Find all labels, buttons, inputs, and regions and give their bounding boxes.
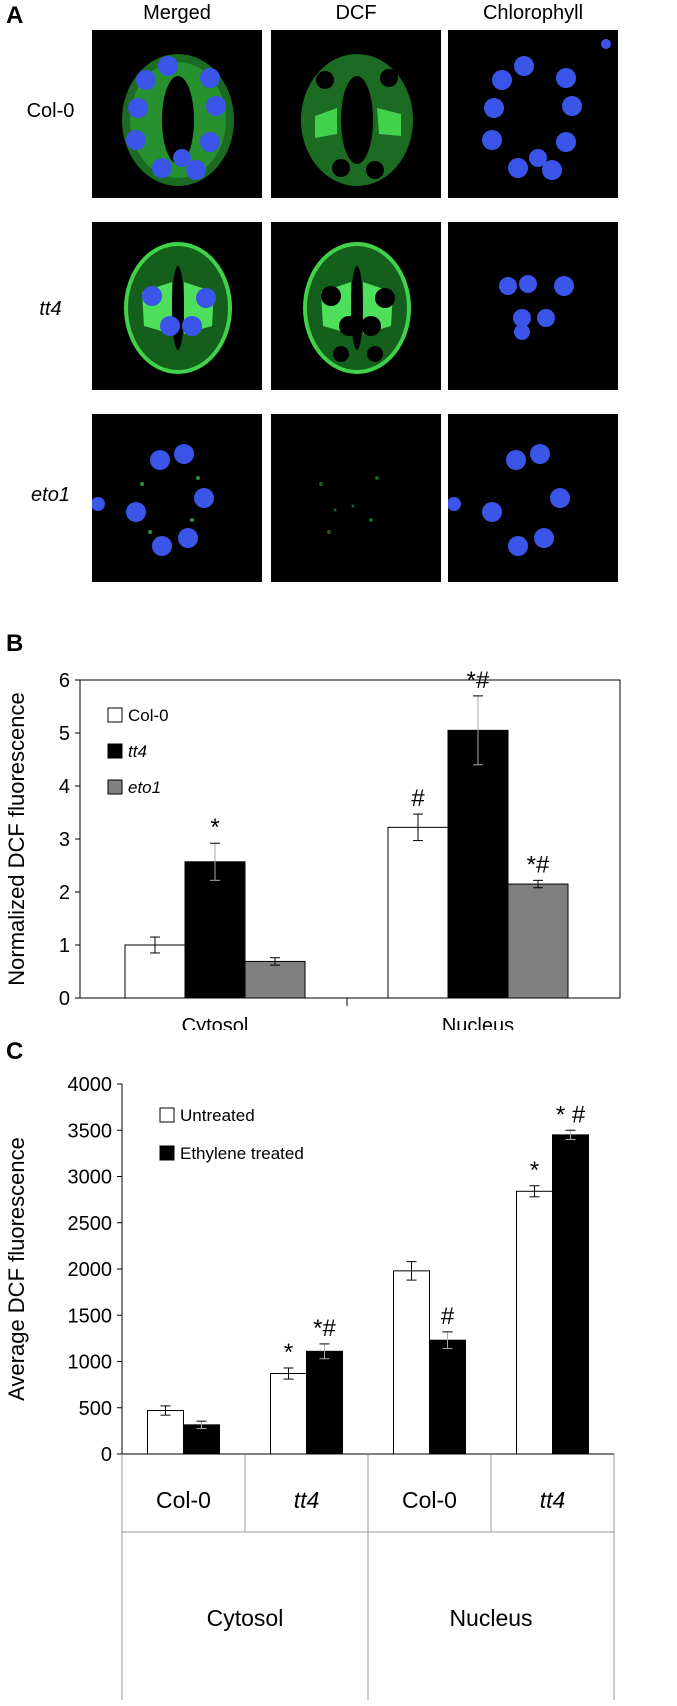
significance-mark: *#	[467, 667, 490, 694]
micrograph-eto1-dcf	[271, 414, 441, 582]
significance-mark: *#	[313, 1315, 336, 1342]
legend-label: Untreated	[180, 1106, 255, 1125]
bar	[447, 729, 509, 999]
legend-label: tt4	[128, 742, 147, 761]
column-header-chlorophyll: Chlorophyll	[482, 2, 584, 24]
micrograph-col0-chlorophyll	[448, 30, 618, 198]
scale-bar	[580, 612, 652, 622]
bar	[183, 1424, 220, 1455]
row-label-tt4: tt4	[39, 298, 62, 320]
row-label-col0: Col-0	[26, 100, 75, 122]
x-category-label: Col-0	[402, 1487, 457, 1513]
column-header-merged: Merged	[143, 2, 211, 24]
y-tick-label: 1000	[68, 1352, 113, 1374]
y-tick-label: 4000	[68, 1074, 113, 1096]
x-category-label: tt4	[540, 1487, 566, 1513]
y-tick-label: 5	[59, 723, 70, 745]
chart-c: 0 500 1000 1500 2000 2500 3000 3500 4000 Average …	[4, 1074, 615, 1700]
x-category-label: tt4	[294, 1487, 320, 1513]
panel-a-letter: A	[6, 2, 24, 29]
bar	[552, 1134, 589, 1455]
micrograph-col0-merged	[92, 30, 262, 198]
legend-swatch	[159, 1145, 175, 1161]
micrograph-tt4-merged	[92, 222, 262, 390]
micrograph-tt4-chlorophyll	[448, 222, 618, 390]
y-tick-label: 3500	[68, 1120, 113, 1142]
y-tick-label: 3000	[68, 1167, 113, 1189]
bar	[516, 1190, 553, 1455]
legend-swatch	[159, 1107, 175, 1123]
panel-b-letter: B	[6, 630, 24, 657]
column-header-dcf: DCF	[335, 2, 377, 24]
y-axis-label: Normalized DCF fluorescence	[4, 692, 29, 985]
legend-label: Col-0	[128, 706, 169, 725]
micrograph-eto1-chlorophyll	[448, 414, 618, 582]
legend-swatch	[107, 743, 123, 759]
bar	[507, 883, 569, 999]
y-tick-label: 2000	[68, 1259, 113, 1281]
x-group-label: Nucleus	[449, 1605, 532, 1631]
legend-swatch	[107, 707, 123, 723]
micrograph-tt4-dcf	[271, 222, 441, 390]
micrograph-eto1-merged	[92, 414, 262, 582]
y-tick-label: 1500	[68, 1305, 113, 1327]
row-label-eto1: eto1	[31, 484, 70, 506]
y-tick-label: 1	[59, 935, 70, 957]
y-tick-label: 0	[59, 988, 70, 1010]
significance-mark: #	[441, 1303, 455, 1330]
panel-c-letter: C	[6, 1038, 24, 1065]
bar	[429, 1339, 466, 1455]
y-tick-label: 2	[59, 882, 70, 904]
legend-label: eto1	[128, 778, 161, 797]
x-category-label: Cytosol	[182, 1015, 249, 1030]
y-tick-label: 0	[101, 1444, 112, 1466]
bar	[184, 861, 246, 999]
y-axis-label: Average DCF fluorescence	[4, 1137, 29, 1401]
x-category-label: Nucleus	[442, 1015, 514, 1030]
x-category-label: Col-0	[156, 1487, 211, 1513]
bar	[387, 826, 449, 999]
micrograph-col0-dcf	[271, 30, 441, 198]
x-group-label: Cytosol	[207, 1605, 284, 1631]
bar	[147, 1410, 184, 1455]
significance-mark: #	[411, 785, 425, 812]
bar	[270, 1373, 307, 1455]
significance-mark: *	[284, 1339, 293, 1366]
bar	[244, 960, 306, 999]
significance-mark: * #	[556, 1101, 586, 1128]
chart-b: 0 1 2 3 4 5 6 Normalized DCF fluorescence Cytoso…	[4, 667, 621, 1030]
y-tick-label: 3	[59, 829, 70, 851]
bar	[393, 1270, 430, 1455]
significance-mark: *	[530, 1157, 539, 1184]
significance-mark: *	[210, 814, 219, 841]
y-tick-label: 4	[59, 776, 70, 798]
y-tick-label: 6	[59, 670, 70, 692]
legend-label: Ethylene treated	[180, 1144, 304, 1163]
y-tick-label: 500	[79, 1398, 112, 1420]
significance-mark: *#	[527, 851, 550, 878]
y-tick-label: 2500	[68, 1213, 113, 1235]
legend-swatch	[107, 779, 123, 795]
bar	[306, 1350, 343, 1455]
